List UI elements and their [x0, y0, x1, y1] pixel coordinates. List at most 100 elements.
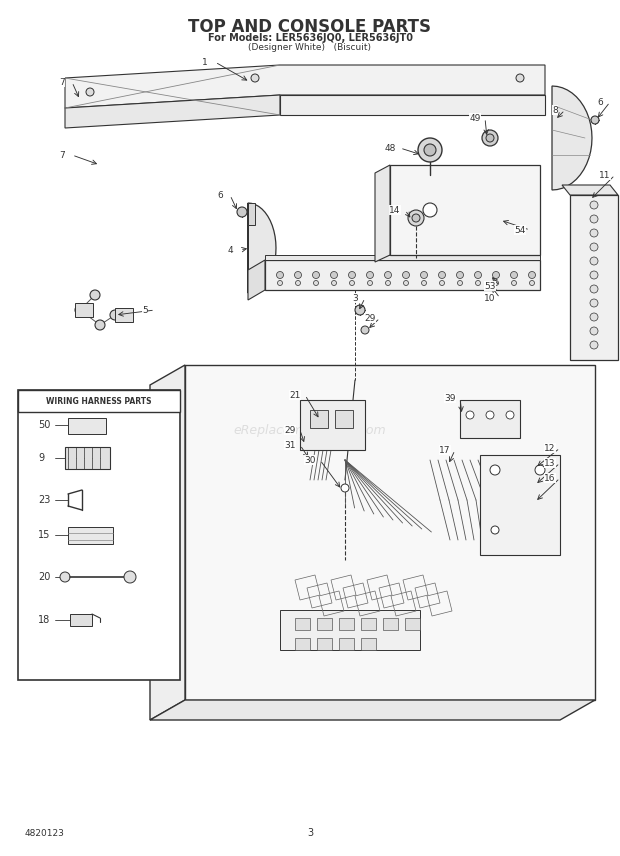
Text: TOP AND CONSOLE PARTS: TOP AND CONSOLE PARTS	[188, 18, 432, 36]
Circle shape	[418, 138, 442, 162]
Text: 29: 29	[365, 313, 376, 323]
Circle shape	[590, 229, 598, 237]
Bar	[317, 618, 332, 630]
Polygon shape	[248, 203, 255, 225]
Circle shape	[294, 271, 301, 278]
Text: 54: 54	[515, 225, 526, 235]
Circle shape	[350, 281, 355, 286]
Circle shape	[590, 201, 598, 209]
Circle shape	[490, 465, 500, 475]
Circle shape	[591, 116, 599, 124]
Bar	[405, 618, 420, 630]
Polygon shape	[265, 255, 540, 260]
Circle shape	[355, 305, 365, 315]
Circle shape	[506, 411, 514, 419]
Circle shape	[384, 271, 391, 278]
Circle shape	[314, 281, 319, 286]
Circle shape	[458, 281, 463, 286]
Circle shape	[535, 465, 545, 475]
Circle shape	[251, 74, 259, 82]
Circle shape	[510, 271, 518, 278]
Circle shape	[348, 271, 355, 278]
Circle shape	[476, 281, 480, 286]
Text: 17: 17	[439, 445, 451, 455]
Circle shape	[312, 271, 319, 278]
Circle shape	[590, 271, 598, 279]
Text: 21: 21	[290, 390, 301, 400]
Circle shape	[86, 88, 94, 96]
Circle shape	[512, 281, 516, 286]
Bar	[18, 390, 180, 412]
Polygon shape	[150, 700, 595, 720]
Circle shape	[404, 281, 409, 286]
Text: 6: 6	[217, 191, 223, 199]
Circle shape	[492, 271, 500, 278]
Polygon shape	[248, 270, 255, 293]
Text: 3: 3	[352, 294, 358, 302]
Circle shape	[330, 271, 337, 278]
Circle shape	[590, 285, 598, 293]
Circle shape	[420, 271, 428, 278]
Circle shape	[278, 281, 283, 286]
Circle shape	[486, 411, 494, 419]
Circle shape	[341, 484, 349, 492]
Text: 5: 5	[142, 306, 148, 314]
Bar	[335, 410, 353, 428]
Bar	[68, 418, 106, 434]
Text: (Designer White)   (Biscuit): (Designer White) (Biscuit)	[249, 43, 371, 52]
Text: 16: 16	[544, 473, 556, 483]
Circle shape	[60, 572, 70, 582]
Circle shape	[494, 281, 498, 286]
Circle shape	[590, 215, 598, 223]
Circle shape	[456, 271, 464, 278]
Bar	[115, 308, 133, 322]
Circle shape	[75, 305, 85, 315]
Text: 7: 7	[59, 78, 65, 86]
Text: 3: 3	[307, 828, 313, 838]
Bar	[339, 638, 354, 650]
Text: 49: 49	[469, 114, 481, 122]
Bar	[383, 618, 398, 630]
Text: 18: 18	[38, 615, 50, 625]
Circle shape	[412, 214, 420, 222]
Text: 8: 8	[552, 105, 558, 115]
Bar	[361, 618, 376, 630]
Circle shape	[528, 271, 536, 278]
Circle shape	[474, 271, 482, 278]
Text: 53: 53	[484, 282, 496, 290]
Polygon shape	[185, 365, 595, 700]
Circle shape	[482, 130, 498, 146]
Circle shape	[124, 571, 136, 583]
Bar	[18, 390, 180, 680]
Circle shape	[110, 310, 120, 320]
Bar	[480, 455, 560, 555]
Circle shape	[402, 271, 409, 278]
Text: 23: 23	[38, 495, 50, 505]
Circle shape	[491, 526, 499, 534]
Text: 12: 12	[544, 443, 556, 453]
Circle shape	[423, 203, 437, 217]
Polygon shape	[248, 203, 276, 293]
Circle shape	[361, 326, 369, 334]
Bar	[295, 638, 310, 650]
Text: 10: 10	[484, 294, 496, 302]
Polygon shape	[265, 260, 540, 290]
Circle shape	[408, 210, 424, 226]
Polygon shape	[390, 165, 540, 255]
Circle shape	[590, 341, 598, 349]
Text: 9: 9	[38, 453, 44, 463]
Bar	[70, 614, 92, 626]
Text: 4820123: 4820123	[25, 829, 65, 838]
Circle shape	[438, 271, 446, 278]
Circle shape	[590, 257, 598, 265]
Circle shape	[237, 207, 247, 217]
Bar	[361, 638, 376, 650]
Polygon shape	[65, 95, 280, 128]
Text: 48: 48	[384, 144, 396, 152]
Circle shape	[486, 134, 494, 142]
Text: 31: 31	[284, 441, 296, 449]
Polygon shape	[280, 610, 420, 650]
Circle shape	[590, 299, 598, 307]
Text: eReplacementParts.com: eReplacementParts.com	[234, 424, 386, 437]
Bar	[317, 638, 332, 650]
